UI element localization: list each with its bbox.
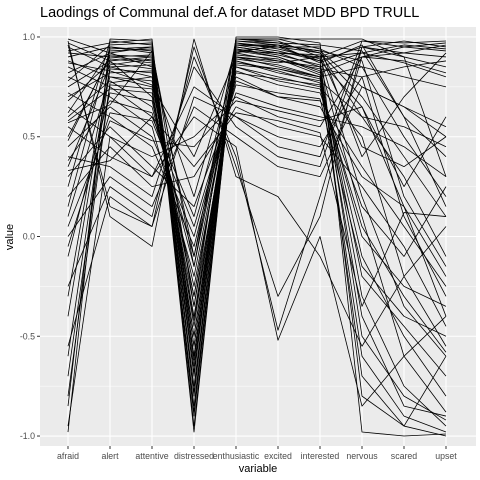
x-tick-label: nervous — [346, 451, 378, 461]
y-axis: 1.0 0.5 0.0 -0.5 -1.0 — [20, 32, 40, 441]
y-tick-label: -1.0 — [20, 431, 35, 441]
x-tick-label: upset — [435, 451, 457, 461]
series-line — [67, 58, 447, 417]
series-line — [67, 40, 447, 413]
series-line — [67, 76, 447, 317]
series-line — [67, 116, 447, 427]
series-line — [67, 60, 447, 433]
y-axis-label: value — [4, 224, 16, 250]
series-line — [67, 38, 447, 347]
series-line — [67, 44, 447, 361]
series-line — [67, 84, 447, 337]
x-axis: afraid alert attentive distressedenthusiast… — [57, 446, 457, 461]
series-line — [67, 44, 447, 393]
series-line — [67, 40, 447, 198]
y-tick-label: 0.5 — [23, 132, 35, 142]
series-lines — [67, 36, 447, 437]
series-line — [67, 112, 447, 307]
series-line — [67, 100, 447, 277]
series-line — [67, 56, 447, 367]
series-line — [67, 50, 447, 427]
series-line — [67, 64, 447, 427]
series-line — [67, 66, 447, 347]
series-line — [67, 72, 447, 307]
x-tick-label: alert — [101, 451, 119, 461]
y-tick-label: 1.0 — [23, 32, 35, 42]
series-line — [67, 70, 447, 307]
series-line — [67, 38, 447, 427]
x-tick-label: attentive — [135, 451, 168, 461]
x-tick-label: enthusiastic — [213, 451, 260, 461]
x-tick-label: excited — [264, 451, 292, 461]
x-tick-label: distressed — [174, 451, 214, 461]
x-axis-label: variable — [239, 463, 278, 475]
series-line — [67, 38, 447, 267]
y-tick-label: -0.5 — [20, 331, 35, 341]
y-tick-label: 0.0 — [23, 232, 35, 242]
series-line — [67, 40, 447, 227]
series-line — [67, 44, 447, 337]
series-line — [67, 56, 447, 421]
chart-title: Laodings of Communal def.A for dataset M… — [40, 5, 419, 21]
x-tick-label: afraid — [57, 451, 79, 461]
series-line — [67, 46, 447, 347]
series-line — [67, 92, 447, 207]
x-tick-label: scared — [391, 451, 418, 461]
series-line — [67, 36, 447, 437]
series-line — [67, 44, 447, 347]
x-tick-label: interested — [301, 451, 340, 461]
